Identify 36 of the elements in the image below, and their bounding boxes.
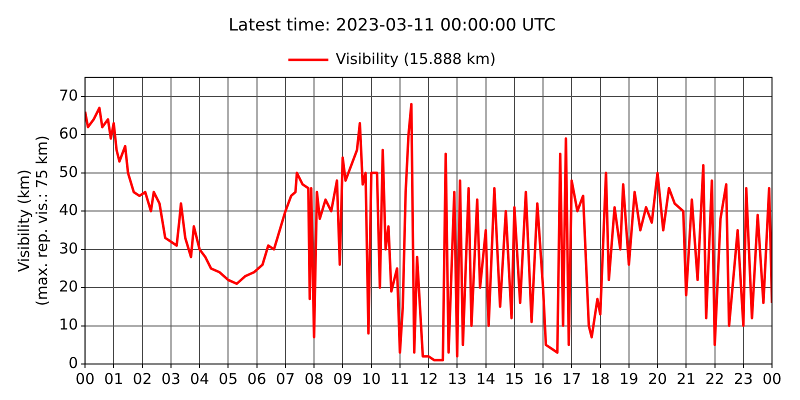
legend-label: Visibility (15.888 km) <box>336 50 496 68</box>
y-tick-label: 60 <box>58 124 78 143</box>
x-tick-label: 06 <box>247 370 266 388</box>
x-tick-label: 23 <box>734 370 753 388</box>
chart-title: Latest time: 2023-03-11 00:00:00 UTC <box>228 16 556 36</box>
x-tick-label: 12 <box>418 370 438 388</box>
x-tick-label: 22 <box>705 370 724 388</box>
x-tick-label: 04 <box>190 370 210 388</box>
x-tick-label: 00 <box>76 370 95 388</box>
x-tick-label: 07 <box>276 370 295 388</box>
x-tick-label: 08 <box>304 370 324 388</box>
y-tick-label: 70 <box>58 86 78 104</box>
x-tick-label: 20 <box>648 370 668 388</box>
y-tick-label: 10 <box>58 316 78 334</box>
y-tick-label: 0 <box>68 354 78 372</box>
x-tick-label: 19 <box>619 370 638 388</box>
y-tick-label: 40 <box>58 201 78 220</box>
x-tick-label: 21 <box>676 370 696 388</box>
x-tick-label: 15 <box>504 370 524 388</box>
x-tick-label: 05 <box>218 370 238 388</box>
x-tick-label: 02 <box>132 370 152 388</box>
y-tick-label: 30 <box>58 239 78 258</box>
y-tick-label: 50 <box>58 162 78 181</box>
y-axis-title: Visibility (km) (max. rep. vis.: 75 km) <box>14 135 51 306</box>
x-tick-label: 03 <box>161 370 180 388</box>
x-tick-label: 13 <box>448 370 467 388</box>
x-tick-label: 10 <box>362 370 381 388</box>
x-tick-label: 18 <box>590 370 610 388</box>
x-tick-label: 01 <box>104 370 124 388</box>
x-tick-label: 16 <box>533 370 553 388</box>
x-tick-label: 17 <box>562 370 582 388</box>
x-tick-label: 14 <box>476 370 496 388</box>
y-tick-label: 20 <box>58 277 78 296</box>
x-tick-label: 09 <box>333 370 352 388</box>
x-tick-label: 00 <box>762 370 782 388</box>
x-tick-label: 11 <box>390 370 410 388</box>
